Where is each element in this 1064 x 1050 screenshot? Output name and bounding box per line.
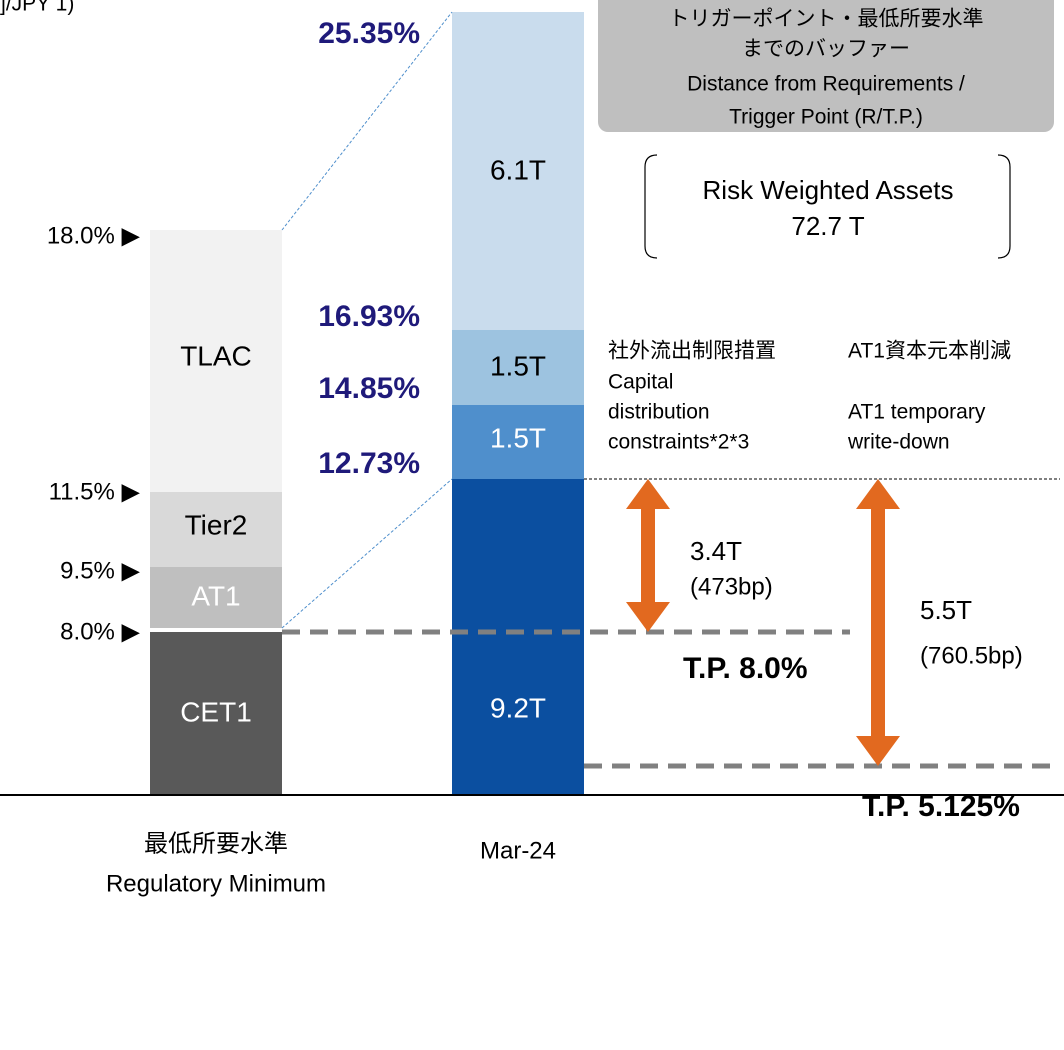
segment [452,405,584,479]
tier2-segment [150,492,282,567]
segment-label: AT1 [191,580,240,611]
note: 社外流出制限措置 [608,340,776,363]
amount: 5.5T [920,595,972,625]
note: AT1資本元本削減 [848,340,1011,363]
segment [452,12,584,330]
bracket [644,154,658,259]
buffer-box [598,0,1054,132]
note: AT1 temporary [848,401,986,424]
segment-label: 1.5T [490,422,546,453]
rwa-text: 72.7 T [791,211,864,241]
note: Capital [608,371,673,394]
ratio-label: 14.85% [318,372,420,405]
segment [452,479,584,795]
segment-label: 9.2T [490,692,546,723]
cet1-segment [150,632,282,795]
note: distribution [608,401,710,424]
trigger-point: T.P. 8.0% [683,652,808,685]
segment-label: Tier2 [185,509,248,540]
ratio-label: 16.93% [318,300,420,333]
connector [281,478,453,629]
rwa-text: Risk Weighted Assets [703,175,954,205]
segment-label: TLAC [180,340,252,371]
tlac-segment [150,230,282,492]
ratio-label: 25.35% [318,17,420,50]
buffer-arrow [626,479,900,766]
level-label: 8.0% ▶ [60,618,140,645]
unit-note: ]/JPY 1) [0,0,74,16]
box-text: Distance from Requirements / [687,73,965,96]
box-text: までのバッファー [742,38,910,61]
segment [452,330,584,405]
bracket [997,154,1011,259]
at1-segment [150,567,282,628]
amount: 3.4T [690,536,742,566]
box-text: Trigger Point (R/T.P.) [729,106,923,129]
level-label: 18.0% ▶ [47,222,141,249]
category-label: 最低所要水準 [144,830,288,857]
segment-label: CET1 [180,696,252,727]
segment-label: 6.1T [490,154,546,185]
category-label: Mar-24 [480,837,556,864]
connector [281,11,453,231]
note: write-down [847,431,950,454]
segment-label: 1.5T [490,350,546,381]
bp: (473bp) [690,573,773,600]
category-label: Regulatory Minimum [106,870,326,897]
level-label: 11.5% ▶ [49,478,141,505]
box-text: トリガーポイント・最低所要水準 [669,8,984,31]
bp: (760.5bp) [920,642,1023,669]
level-label: 9.5% ▶ [60,557,140,584]
ratio-label: 12.73% [318,447,420,480]
note: constraints*2*3 [608,431,749,454]
